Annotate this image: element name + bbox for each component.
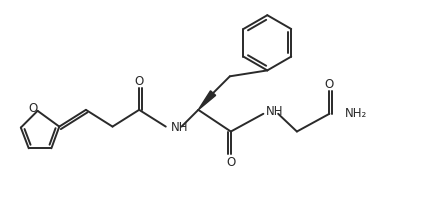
Text: NH: NH [266, 105, 284, 118]
Text: O: O [28, 102, 37, 115]
Text: NH₂: NH₂ [345, 107, 367, 120]
Polygon shape [198, 91, 215, 110]
Text: O: O [226, 156, 236, 169]
Text: O: O [325, 78, 334, 91]
Text: NH: NH [171, 121, 188, 134]
Text: O: O [134, 75, 144, 88]
